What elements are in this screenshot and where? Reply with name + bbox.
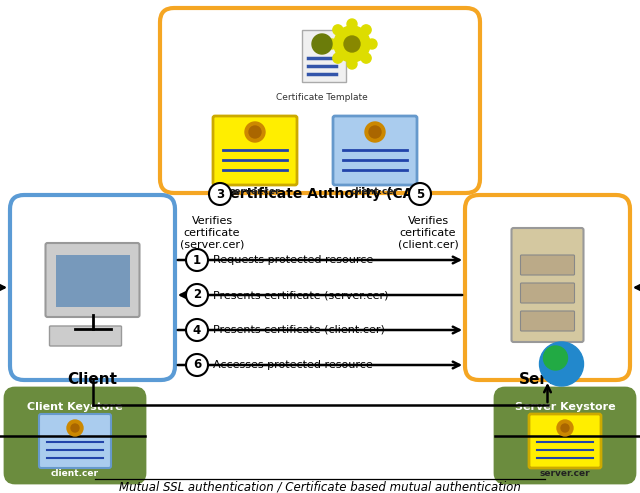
Circle shape xyxy=(186,354,208,376)
Text: 5: 5 xyxy=(416,187,424,201)
Text: 3: 3 xyxy=(216,187,224,201)
Circle shape xyxy=(367,39,377,49)
Text: Client Keystore: Client Keystore xyxy=(27,402,123,412)
FancyBboxPatch shape xyxy=(520,283,575,303)
Text: server.cer: server.cer xyxy=(540,469,590,478)
Text: Presents certificate (client.cer): Presents certificate (client.cer) xyxy=(213,325,385,335)
FancyBboxPatch shape xyxy=(39,414,111,468)
FancyBboxPatch shape xyxy=(511,228,584,342)
Text: server.cer: server.cer xyxy=(230,187,280,196)
Text: 2: 2 xyxy=(193,288,201,302)
Text: Verifies
certificate
(server.cer): Verifies certificate (server.cer) xyxy=(180,216,244,249)
Circle shape xyxy=(409,183,431,205)
FancyBboxPatch shape xyxy=(495,388,635,483)
Circle shape xyxy=(333,25,343,35)
Circle shape xyxy=(361,53,371,63)
Text: Client: Client xyxy=(67,372,118,387)
Text: Server Keystore: Server Keystore xyxy=(515,402,615,412)
Text: Certificate Authority (CA): Certificate Authority (CA) xyxy=(220,187,420,201)
FancyBboxPatch shape xyxy=(5,388,145,483)
FancyBboxPatch shape xyxy=(465,195,630,380)
Text: client.cer: client.cer xyxy=(51,469,99,478)
Circle shape xyxy=(543,346,568,370)
Text: Server: Server xyxy=(519,372,576,387)
Circle shape xyxy=(334,26,370,62)
Text: Certificate Template: Certificate Template xyxy=(276,93,368,102)
Circle shape xyxy=(365,122,385,142)
Circle shape xyxy=(312,34,332,54)
Text: Verifies
certificate
(client.cer): Verifies certificate (client.cer) xyxy=(397,216,458,249)
Text: 1: 1 xyxy=(193,253,201,267)
Circle shape xyxy=(347,19,357,29)
Circle shape xyxy=(557,420,573,436)
Circle shape xyxy=(333,53,343,63)
FancyBboxPatch shape xyxy=(56,255,129,307)
FancyBboxPatch shape xyxy=(520,311,575,331)
FancyBboxPatch shape xyxy=(160,8,480,193)
Text: client.cer: client.cer xyxy=(351,187,399,196)
Circle shape xyxy=(245,122,265,142)
Circle shape xyxy=(71,424,79,432)
Circle shape xyxy=(561,424,569,432)
FancyBboxPatch shape xyxy=(302,30,346,82)
Circle shape xyxy=(249,126,261,138)
Circle shape xyxy=(344,36,360,52)
FancyBboxPatch shape xyxy=(45,243,140,317)
Circle shape xyxy=(67,420,83,436)
Circle shape xyxy=(186,284,208,306)
Circle shape xyxy=(361,25,371,35)
Circle shape xyxy=(540,342,584,386)
Circle shape xyxy=(186,319,208,341)
FancyBboxPatch shape xyxy=(333,116,417,185)
Circle shape xyxy=(186,249,208,271)
Circle shape xyxy=(327,39,337,49)
FancyBboxPatch shape xyxy=(520,255,575,275)
FancyBboxPatch shape xyxy=(213,116,297,185)
Circle shape xyxy=(347,59,357,69)
Circle shape xyxy=(369,126,381,138)
Text: 4: 4 xyxy=(193,323,201,337)
Circle shape xyxy=(209,183,231,205)
FancyBboxPatch shape xyxy=(529,414,601,468)
Text: Requests protected resource: Requests protected resource xyxy=(213,255,373,265)
Text: Accesses protected resource: Accesses protected resource xyxy=(213,360,372,370)
FancyBboxPatch shape xyxy=(10,195,175,380)
Text: Presents certificate (server.cer): Presents certificate (server.cer) xyxy=(213,290,388,300)
Text: 6: 6 xyxy=(193,358,201,372)
FancyBboxPatch shape xyxy=(49,326,122,346)
Text: Mutual SSL authentication / Certificate based mutual authentication: Mutual SSL authentication / Certificate … xyxy=(119,480,521,493)
